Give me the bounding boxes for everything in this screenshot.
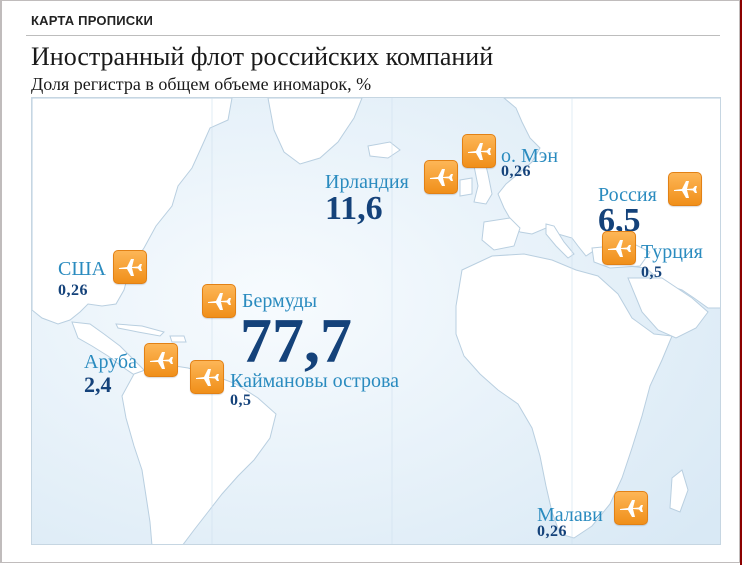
value-cayman: 0,5 [230, 392, 252, 409]
value-ireland: 11,6 [325, 190, 383, 227]
divider [26, 35, 720, 36]
value-turkey: 0,5 [641, 264, 663, 281]
airplane-icon [668, 172, 702, 206]
airplane-icon [462, 134, 496, 168]
label-malawi: Малави [537, 504, 603, 526]
airplane-icon [424, 160, 458, 194]
value-malawi: 0,26 [537, 523, 567, 540]
map-landmass [32, 98, 720, 544]
value-bermuda: 77,7 [240, 305, 352, 376]
label-russia: Россия [598, 184, 657, 206]
airplane-icon [602, 231, 636, 265]
value-usa: 0,26 [58, 282, 88, 299]
label-turkey: Турция [641, 241, 703, 263]
value-aruba: 2,4 [84, 372, 112, 397]
label-usa: США [58, 258, 106, 280]
label-ireland: Ирландия [325, 171, 409, 193]
airplane-icon [202, 284, 236, 318]
page-subtitle: Доля регистра в общем объеме иномарок, % [31, 74, 372, 94]
value-isle-of-man: 0,26 [501, 163, 531, 180]
label-bermuda: Бермуды [242, 290, 318, 312]
airplane-icon [113, 250, 147, 284]
label-isle-of-man: о. Мэн [501, 145, 559, 167]
label-aruba: Аруба [84, 351, 137, 373]
frame-edge [740, 0, 742, 565]
world-map: США 0,26 Аруба 2,4 Бермуды 77,7 Кайманов… [31, 97, 721, 545]
label-cayman: Каймановы острова [230, 370, 400, 392]
section-label: КАРТА ПРОПИСКИ [31, 13, 154, 28]
page-title: Иностранный флот российских компаний [31, 42, 494, 71]
airplane-icon [614, 491, 648, 525]
airplane-icon [144, 343, 178, 377]
airplane-icon [190, 360, 224, 394]
